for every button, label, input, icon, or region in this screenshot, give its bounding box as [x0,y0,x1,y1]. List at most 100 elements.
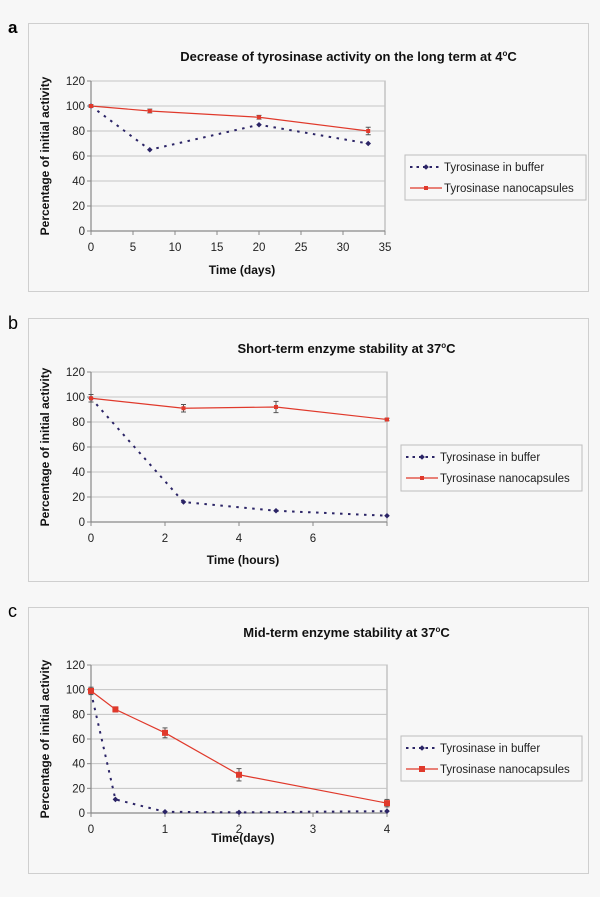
degree-sign: o [435,625,440,634]
chart-title-main: Mid-term enzyme stability at 37 [243,625,435,640]
series-line [90,397,388,517]
panel-c-frame: Mid-term enzyme stability at 37oC 0 20 40 60… [28,607,589,874]
panel-a-label: a [8,18,18,37]
y-tick-label: 120 [66,660,85,672]
legend: Tyrosinase in buffer Tyrosinase nanocapsu… [400,444,583,492]
series-line [90,105,369,132]
series-line [90,397,388,421]
legend-box [400,735,583,782]
y-axis-label: Percentage of initial activity [38,367,52,526]
y-tick-label: 20 [72,201,85,213]
y-tick-label: 0 [79,517,85,529]
y-tick-label: 100 [66,392,85,404]
legend-box [404,154,587,201]
data-point-diamond [180,499,187,505]
legend: Tyrosinase in buffer Tyrosinase nanocapsu… [400,735,583,782]
x-tick-label: 0 [88,533,94,545]
x-tick-label: 20 [253,242,266,254]
x-tick-label: 1 [162,824,168,836]
data-point-square [384,800,390,807]
legend-label: Tyrosinase in buffer [440,452,540,464]
legend-marker-diamond [423,164,429,170]
chart-title: Decrease of tyrosinase activity on the l… [180,49,517,64]
data-point-diamond [236,809,242,816]
legend: Tyrosinase in buffer Tyrosinase nanocapsu… [404,154,587,201]
chart-title-main: Decrease of tyrosinase activity on the l… [180,49,503,64]
series-nanocapsules [88,394,390,422]
chart-b: Short-term enzyme stability at 37oC02040… [38,341,583,567]
data-point-square [236,771,242,778]
x-tick-label: 4 [384,824,391,836]
data-point-square [112,706,119,713]
y-tick-label: 60 [72,151,85,163]
y-tick-label: 40 [72,759,85,771]
x-axis-label: Time (hours) [207,553,279,567]
data-point-square [89,104,93,108]
legend-label: Tyrosinase nanocapsules [440,473,570,485]
data-point-diamond [256,121,262,128]
chart-title-main: Short-term enzyme stability at 37 [237,341,441,356]
y-tick-label: 120 [66,76,85,88]
degree-sign: o [441,341,446,350]
panel-b-label: b [8,313,19,333]
series-line [90,105,369,151]
data-point-square [366,129,371,133]
x-tick-label: 15 [211,242,224,254]
y-tick-label: 40 [72,467,85,479]
legend-marker-square [420,476,424,480]
series-nanocapsules [88,104,371,136]
data-point-diamond [112,796,119,803]
y-tick-label: 60 [72,734,85,746]
legend-marker-square [424,186,428,190]
x-tick-label: 3 [310,824,316,836]
y-tick-label: 80 [72,709,85,721]
chart-title: Short-term enzyme stability at 37oC [237,341,456,356]
data-point-square [181,406,186,411]
panel-b-frame: Short-term enzyme stability at 37oC 0 20 40… [28,318,589,582]
x-tick-label: 0 [88,824,94,836]
x-tick-label: 6 [310,533,316,545]
chart-c: Mid-term enzyme stability at 37oC0204060… [38,625,583,845]
chart-a: Decrease of tyrosinase activity on the l… [38,49,587,277]
y-tick-label: 100 [66,685,85,697]
x-tick-label: 4 [236,533,243,545]
y-tick-label: 80 [72,126,85,138]
data-point-diamond [384,808,390,814]
data-point-diamond [147,146,153,153]
y-tick-label: 120 [66,367,85,379]
y-tick-label: 80 [72,417,85,429]
x-tick-label: 0 [88,242,94,254]
y-axis-label: Percentage of initial activity [38,659,52,818]
chart-title-unit: C [446,341,456,356]
x-tick-label: 25 [295,242,308,254]
y-tick-label: 20 [72,783,85,795]
y-tick-label: 0 [79,808,85,820]
y-axis-label: Percentage of initial activity [38,76,52,235]
data-point-square [274,405,278,409]
panel-a-frame: Decrease of tyrosinase activity on the l… [28,23,589,292]
legend-label: Tyrosinase in buffer [444,162,544,174]
data-point-square [88,687,94,694]
legend-marker-diamond [419,454,425,460]
x-axis-label: Time (days) [209,263,275,277]
data-point-square [89,396,93,401]
legend-box [400,444,583,492]
data-point-square [147,109,152,113]
x-tick-label: 30 [337,242,350,254]
x-axis-label: Time(days) [211,831,274,845]
chart-title-unit: C [440,625,450,640]
y-tick-label: 60 [72,442,85,454]
x-tick-label: 10 [169,242,182,254]
y-tick-label: 20 [72,492,85,504]
data-point-diamond [365,140,371,147]
y-tick-label: 40 [72,176,85,188]
legend-marker-square [419,766,425,772]
data-point-square [162,729,168,736]
x-tick-label: 2 [162,533,168,545]
data-point-square [257,115,261,120]
chart-title-unit: C [507,49,517,64]
degree-sign: o [502,49,507,58]
x-tick-label: 5 [130,242,136,254]
chart-title: Mid-term enzyme stability at 37oC [243,625,450,640]
x-tick-label: 2 [236,824,242,836]
